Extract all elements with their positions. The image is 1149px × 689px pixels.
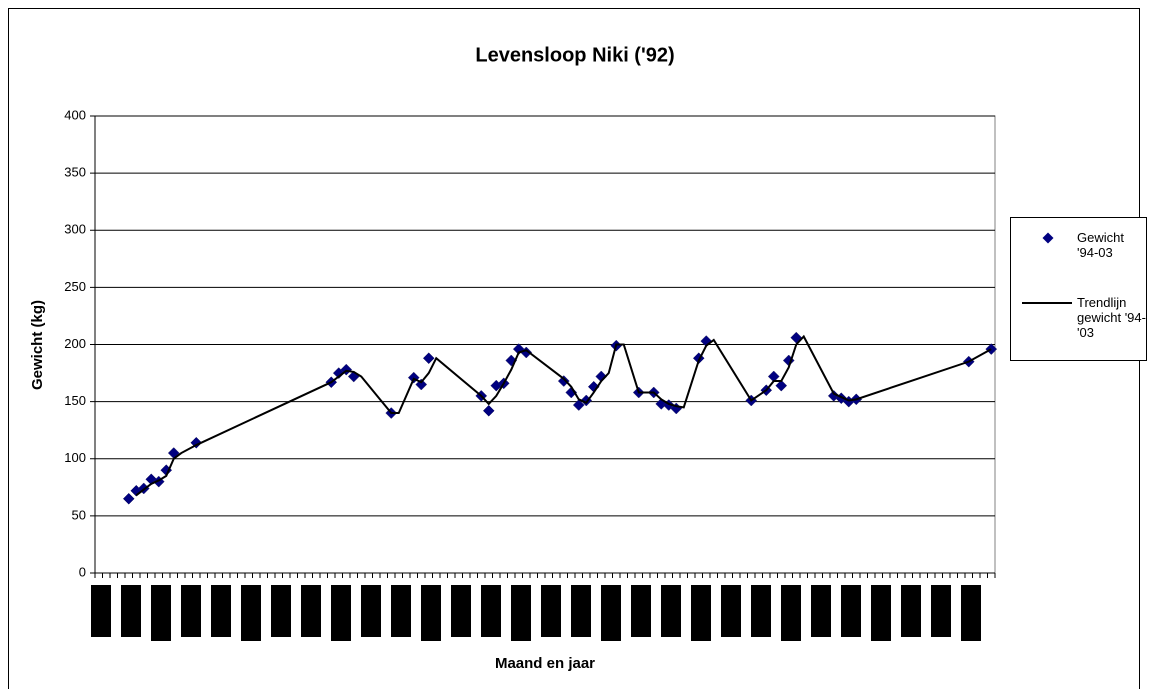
redacted-label — [151, 585, 171, 641]
x-axis-label: Maand en jaar — [495, 655, 595, 672]
redacted-label — [511, 585, 531, 641]
redacted-label — [601, 585, 621, 641]
redacted-label — [961, 585, 981, 641]
y-tick-label: 350 — [64, 165, 86, 180]
redacted-label — [721, 585, 741, 637]
legend-label: Trendlijn gewicht '94-'03 — [1077, 295, 1146, 340]
redacted-label — [571, 585, 591, 637]
data-point — [482, 404, 495, 417]
data-point — [775, 379, 788, 392]
data-point — [407, 371, 420, 384]
redacted-label — [181, 585, 201, 637]
redacted-label — [691, 585, 711, 641]
y-tick-label: 150 — [64, 393, 86, 408]
y-tick-label: 250 — [64, 279, 86, 294]
redacted-label — [931, 585, 951, 637]
data-point — [557, 375, 570, 387]
redacted-label — [481, 585, 501, 637]
redacted-label — [841, 585, 861, 637]
redacted-label — [361, 585, 381, 637]
y-tick-label: 400 — [64, 107, 86, 122]
redacted-label — [301, 585, 321, 637]
data-point — [827, 390, 840, 402]
redacted-label — [271, 585, 291, 637]
redacted-label — [541, 585, 561, 637]
redacted-label — [121, 585, 141, 637]
y-tick-label: 100 — [64, 450, 86, 465]
redacted-label — [451, 585, 471, 637]
y-tick-label: 300 — [64, 222, 86, 237]
redacted-label — [901, 585, 921, 637]
redacted-label — [211, 585, 231, 637]
redacted-label — [241, 585, 261, 641]
legend-box — [1010, 217, 1147, 361]
chart-title: Levensloop Niki ('92) — [475, 44, 674, 66]
redacted-label — [631, 585, 651, 637]
data-point — [422, 352, 435, 365]
data-point — [415, 378, 428, 391]
redacted-label — [661, 585, 681, 637]
trend-line — [135, 334, 992, 497]
redacted-label — [421, 585, 441, 641]
legend-swatch — [1042, 232, 1054, 244]
redacted-label — [331, 585, 351, 641]
redacted-label — [91, 585, 111, 637]
y-tick-label: 0 — [79, 564, 86, 579]
y-tick-label: 200 — [64, 336, 86, 351]
redacted-label — [871, 585, 891, 641]
data-point — [572, 399, 585, 411]
redacted-label — [781, 585, 801, 641]
redacted-label — [391, 585, 411, 637]
redacted-label — [811, 585, 831, 637]
y-axis-label: Gewicht (kg) — [29, 300, 46, 390]
y-tick-label: 50 — [72, 507, 86, 522]
data-point — [122, 492, 135, 505]
legend-label: Gewicht '94-03 — [1077, 230, 1124, 260]
redacted-label — [751, 585, 771, 637]
